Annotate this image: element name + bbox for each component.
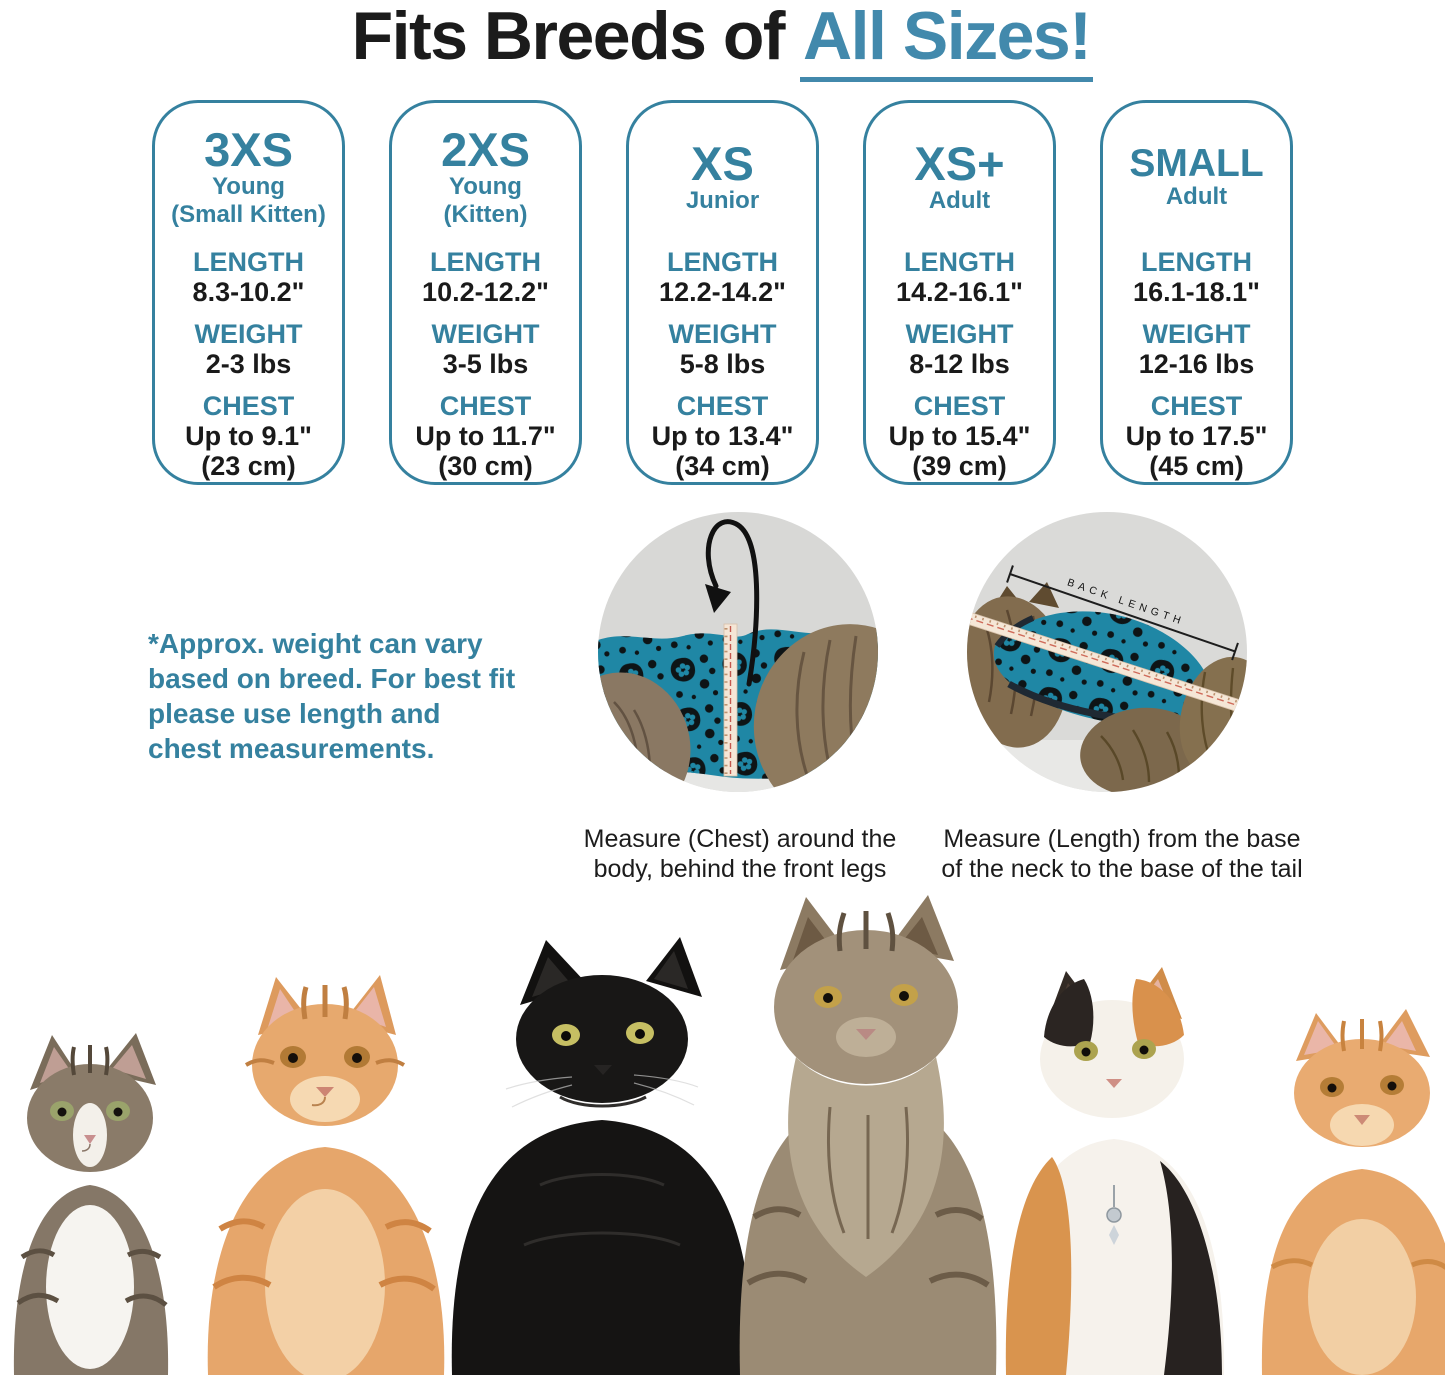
weight-label: WEIGHT	[905, 319, 1014, 349]
size-card-subtitle: Adult	[928, 186, 991, 214]
measure-length-caption: Measure (Length) from the base of the ne…	[941, 825, 1303, 883]
size-card-subtitles: Adult	[1166, 183, 1227, 211]
size-card-subtitle: Junior	[685, 186, 760, 214]
chest-value: Up to 9.1"	[185, 421, 312, 451]
cat-photo-maine-coon	[739, 895, 997, 1375]
size-card: 3XS Young (Small Kitten) LENGTH 8.3-10.2"…	[152, 100, 345, 485]
weight-value: 2-3 lbs	[205, 349, 292, 379]
curved-arrow-icon	[705, 519, 760, 687]
size-card-subtitle: Young	[449, 172, 522, 200]
chest-value: Up to 17.5"	[1125, 421, 1268, 451]
size-card-subtitles: Young (Kitten)	[444, 173, 528, 229]
page-title: Fits Breeds of All Sizes!	[0, 2, 1445, 82]
chest-label: CHEST	[1150, 391, 1243, 421]
length-label: LENGTH	[193, 247, 304, 277]
size-card: 2XS Young (Kitten) LENGTH 10.2-12.2" WEIG…	[389, 100, 582, 485]
size-card-subtitle: Young	[212, 172, 285, 200]
cat-eyes	[552, 1022, 654, 1046]
cat-photo-orange-tabby-right	[1261, 1009, 1445, 1375]
size-cards-row: 3XS Young (Small Kitten) LENGTH 8.3-10.2"…	[152, 100, 1293, 485]
chest-value: Up to 11.7"	[415, 421, 556, 451]
size-card-subtitle: (Kitten)	[443, 200, 528, 228]
cat-photo-black-cat	[451, 937, 753, 1375]
size-card-header: 2XS Young (Kitten)	[392, 119, 579, 235]
weight-note-line: based on breed. For best fit	[148, 663, 516, 694]
length-value: 8.3-10.2"	[192, 277, 305, 307]
size-card-header: XS+ Adult	[866, 119, 1053, 235]
length-label: LENGTH	[1141, 247, 1252, 277]
weight-label: WEIGHT	[431, 319, 540, 349]
size-card-subtitle: (Small Kitten)	[171, 200, 326, 228]
size-card-name: 3XS	[204, 122, 293, 176]
chest-label: CHEST	[676, 391, 769, 421]
weight-value: 8-12 lbs	[909, 349, 1010, 379]
size-card-header: XS Junior	[629, 119, 816, 235]
chest-cm-value: (39 cm)	[912, 451, 1007, 481]
size-card-subtitles: Young (Small Kitten)	[171, 173, 326, 229]
cat-eyes	[1074, 1039, 1156, 1061]
cat-photo-tabby-kitten	[13, 1033, 169, 1375]
size-card-name: 2XS	[441, 122, 530, 176]
size-card-specs: LENGTH 10.2-12.2" WEIGHT 3-5 lbs CHEST U…	[392, 247, 579, 481]
weight-value: 5-8 lbs	[679, 349, 766, 379]
chest-cm-value: (45 cm)	[1149, 451, 1244, 481]
size-card-subtitles: Adult	[929, 187, 990, 215]
weight-note: *Approx. weight can vary based on breed.…	[148, 626, 538, 766]
length-value: 14.2-16.1"	[896, 277, 1023, 307]
measure-length-photo: BACK LENGTH	[967, 512, 1247, 792]
size-card-name: XS	[691, 136, 754, 190]
chest-value: Up to 13.4"	[651, 421, 794, 451]
cat-eyes	[814, 984, 918, 1008]
size-card-header: 3XS Young (Small Kitten)	[155, 119, 342, 235]
chest-cm-value: (23 cm)	[201, 451, 296, 481]
size-card-specs: LENGTH 16.1-18.1" WEIGHT 12-16 lbs CHEST…	[1103, 247, 1290, 481]
cat-photo-calico-cat	[1005, 967, 1225, 1375]
size-card-subtitles: Junior	[686, 187, 759, 215]
cat-eyes	[280, 1046, 370, 1068]
size-card-subtitle: Adult	[1165, 182, 1228, 210]
chest-cm-value: (30 cm)	[438, 451, 533, 481]
page-title-highlight: All Sizes!	[800, 2, 1094, 82]
weight-note-line: chest measurements.	[148, 733, 435, 764]
measure-chest-caption: Measure (Chest) around the body, behind …	[583, 825, 897, 883]
measure-chest-photo	[598, 512, 878, 792]
cats-photo-row	[13, 895, 1445, 1375]
size-card-specs: LENGTH 12.2-14.2" WEIGHT 5-8 lbs CHEST U…	[629, 247, 816, 481]
weight-note-line: *Approx. weight can vary	[148, 628, 483, 659]
cat-photo-orange-tabby	[207, 975, 445, 1375]
cat-eyes	[50, 1101, 130, 1121]
weight-label: WEIGHT	[194, 319, 303, 349]
chest-cm-value: (34 cm)	[675, 451, 770, 481]
size-card-specs: LENGTH 14.2-16.1" WEIGHT 8-12 lbs CHEST …	[866, 247, 1053, 481]
length-value: 16.1-18.1"	[1133, 277, 1260, 307]
length-value: 10.2-12.2"	[422, 277, 549, 307]
measuring-tape	[723, 623, 738, 777]
size-card: SMALL Adult LENGTH 16.1-18.1" WEIGHT 12-…	[1100, 100, 1293, 485]
size-card-specs: LENGTH 8.3-10.2" WEIGHT 2-3 lbs CHEST Up…	[155, 247, 342, 481]
size-card: XS+ Adult LENGTH 14.2-16.1" WEIGHT 8-12 …	[863, 100, 1056, 485]
cat-pendant	[1106, 1185, 1122, 1245]
chest-label: CHEST	[913, 391, 1006, 421]
cat-hind-leg-fur	[753, 624, 878, 792]
length-value: 12.2-14.2"	[659, 277, 786, 307]
size-card-name: SMALL	[1129, 141, 1264, 185]
measuring-tape	[967, 604, 1247, 722]
chest-value: Up to 15.4"	[888, 421, 1031, 451]
size-card-name: XS+	[914, 136, 1005, 190]
weight-note-line: please use length and	[148, 698, 441, 729]
chest-label: CHEST	[202, 391, 295, 421]
size-card-header: SMALL Adult	[1103, 119, 1290, 235]
weight-label: WEIGHT	[1142, 319, 1251, 349]
chest-label: CHEST	[439, 391, 532, 421]
cat-eyes	[1320, 1075, 1404, 1097]
length-label: LENGTH	[667, 247, 778, 277]
length-label: LENGTH	[904, 247, 1015, 277]
weight-label: WEIGHT	[668, 319, 777, 349]
page-title-prefix: Fits Breeds of	[351, 0, 786, 74]
weight-value: 12-16 lbs	[1138, 349, 1255, 379]
weight-value: 3-5 lbs	[442, 349, 529, 379]
size-card: XS Junior LENGTH 12.2-14.2" WEIGHT 5-8 l…	[626, 100, 819, 485]
length-label: LENGTH	[430, 247, 541, 277]
